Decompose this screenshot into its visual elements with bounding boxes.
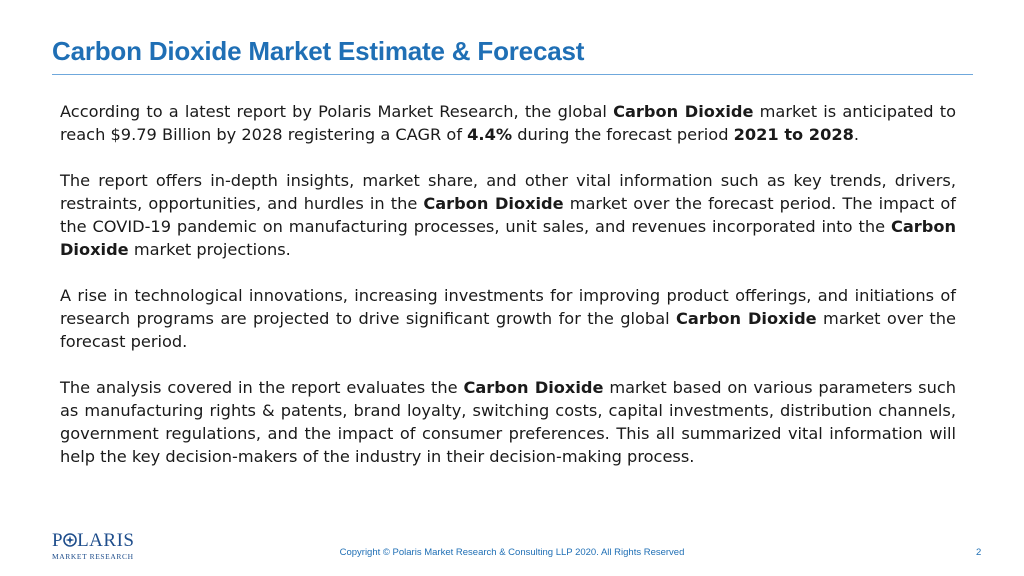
text-run: market based on various parameters such … (60, 378, 956, 466)
text-run: The report offers in-depth insights, mar… (60, 171, 956, 213)
text-run: The analysis covered in the report evalu… (60, 378, 464, 397)
paragraph: According to a latest report by Polaris … (60, 100, 956, 146)
text-run: According to a latest report by Polaris … (60, 102, 614, 121)
text-run: market over the forecast period. The imp… (60, 194, 956, 236)
bold-text-run: Carbon Dioxide (676, 309, 817, 328)
logo-subtitle: MARKET RESEARCH (52, 552, 134, 561)
compass-star-icon (63, 531, 77, 547)
paragraph: The analysis covered in the report evalu… (60, 376, 956, 468)
polaris-logo: P LARIS MARKET RESEARCH (52, 530, 134, 564)
text-run: . (853, 125, 860, 144)
page-number: 2 (976, 547, 982, 558)
bold-text-run: 2021 to 2028 (733, 125, 854, 144)
copyright-footer: Copyright © Polaris Market Research & Co… (339, 547, 685, 558)
slide-body: According to a latest report by Polaris … (60, 100, 956, 491)
logo-wordmark: P LARIS (52, 530, 134, 552)
logo-text-start: P (52, 530, 64, 551)
bold-text-run: Carbon Dioxide (463, 378, 604, 397)
text-run: market projections. (128, 240, 291, 259)
bold-text-run: 4.4% (467, 125, 513, 144)
text-run: market over the forecast period. (60, 309, 956, 351)
text-run: A rise in technological innovations, inc… (60, 286, 956, 328)
bold-text-run: Carbon Dioxide (60, 217, 956, 259)
paragraph: A rise in technological innovations, inc… (60, 284, 956, 353)
slide-title: Carbon Dioxide Market Estimate & Forecas… (52, 36, 585, 66)
title-divider (52, 74, 973, 75)
paragraph: The report offers in-depth insights, mar… (60, 169, 956, 261)
bold-text-run: Carbon Dioxide (613, 102, 754, 121)
text-run: market is anticipated to reach $9.79 Bil… (60, 102, 956, 144)
logo-text-end: LARIS (77, 530, 135, 551)
text-run: during the forecast period (512, 125, 734, 144)
bold-text-run: Carbon Dioxide (423, 194, 564, 213)
